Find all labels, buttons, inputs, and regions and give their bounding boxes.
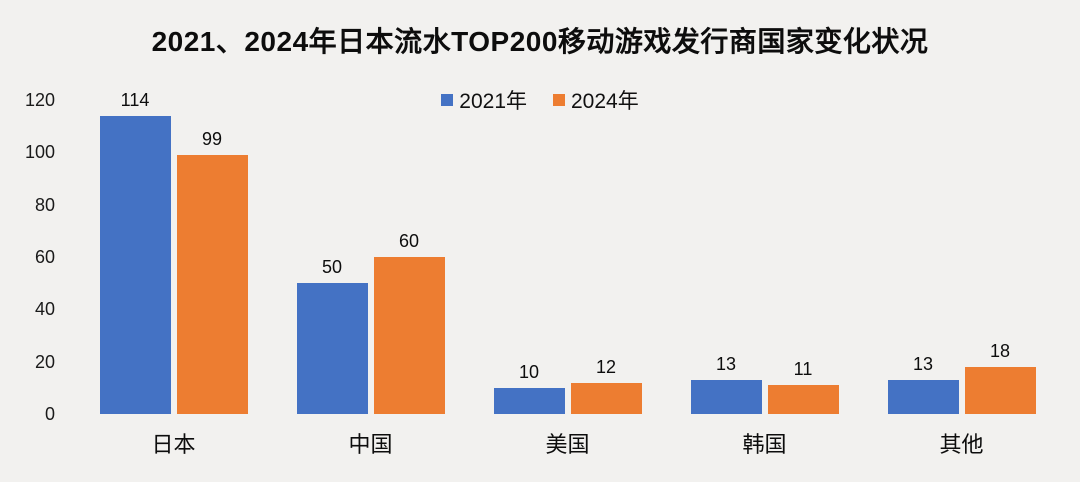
bar-s0-c0	[99, 116, 171, 414]
bar-wrap-s0-c0: 114	[99, 90, 171, 414]
y-tick-label: 20	[34, 351, 55, 372]
bar-value-label: 11	[793, 359, 813, 379]
bar-wrap-s0-c3: 13	[690, 354, 762, 414]
bar-value-label: 99	[201, 129, 223, 149]
bar-s1-c2	[570, 383, 642, 414]
legend-label-2021: 2021年	[459, 90, 527, 113]
bars-area: 114 99 50 60 10 12 13 11 13 18	[75, 90, 1060, 414]
bar-s1-c3	[767, 385, 839, 414]
bar-s0-c4	[887, 380, 959, 414]
bar-value-label: 114	[120, 90, 150, 110]
bar-group-c1: 50 60	[272, 231, 469, 414]
bar-value-label: 50	[321, 257, 343, 277]
bar-group-c2: 10 12	[469, 357, 666, 414]
bar-wrap-s0-c4: 13	[887, 354, 959, 414]
x-category-label: 日本	[151, 432, 196, 457]
bar-s0-c1	[296, 283, 368, 414]
bar-value-label: 13	[912, 354, 934, 374]
bar-wrap-s1-c3: 11	[767, 359, 839, 414]
bar-s1-c4	[964, 367, 1036, 414]
bar-group-c0: 114 99	[75, 90, 272, 414]
bar-wrap-s1-c0: 99	[176, 129, 248, 414]
bar-value-label: 10	[518, 362, 540, 382]
plot-area: 0 20 40 60 80 100 120 114 99 50 60 10 12 13 11 13 18 日本…	[25, 90, 1060, 457]
bar-wrap-s0-c2: 10	[493, 362, 565, 414]
legend: 2021年 2024年	[0, 85, 1080, 115]
bar-wrap-s1-c2: 12	[570, 357, 642, 414]
y-tick-label: 100	[24, 142, 55, 163]
legend-item-2024: 2024年	[553, 85, 639, 115]
bar-s1-c1	[373, 257, 445, 414]
bar-group-c3: 13 11	[666, 354, 863, 414]
x-category-label: 中国	[348, 432, 393, 457]
bar-value-label: 13	[715, 354, 737, 374]
bar-value-label: 60	[398, 231, 420, 251]
x-category-label: 其他	[939, 432, 984, 457]
y-tick-label: 40	[34, 299, 55, 320]
legend-label-2024: 2024年	[571, 90, 639, 113]
bar-wrap-s1-c1: 60	[373, 231, 445, 414]
bar-group-c4: 13 18	[863, 341, 1060, 414]
y-tick-label: 120	[24, 90, 55, 110]
bar-s0-c2	[493, 388, 565, 414]
bar-wrap-s1-c4: 18	[964, 341, 1036, 414]
x-category-label: 韩国	[742, 432, 787, 457]
legend-swatch-2021-icon	[441, 94, 454, 106]
bar-s1-c0	[176, 155, 248, 414]
x-category-label: 美国	[545, 432, 590, 457]
y-tick-label: 0	[44, 404, 55, 424]
chart-title: 2021、2024年日本流水TOP200移动游戏发行商国家变化状况	[151, 26, 929, 57]
bar-s0-c3	[690, 380, 762, 414]
y-axis: 0 20 40 60 80 100 120	[0, 91, 55, 423]
legend-swatch-2024-icon	[553, 94, 565, 106]
legend-item-2021: 2021年	[441, 85, 527, 115]
y-tick-label: 60	[34, 247, 55, 267]
bar-wrap-s0-c1: 50	[296, 257, 368, 414]
x-axis: 日本 中国 美国 韩国 其他	[75, 427, 1060, 459]
bar-value-label: 18	[989, 341, 1011, 361]
y-tick-label: 80	[34, 194, 55, 215]
bar-value-label: 12	[595, 357, 617, 377]
